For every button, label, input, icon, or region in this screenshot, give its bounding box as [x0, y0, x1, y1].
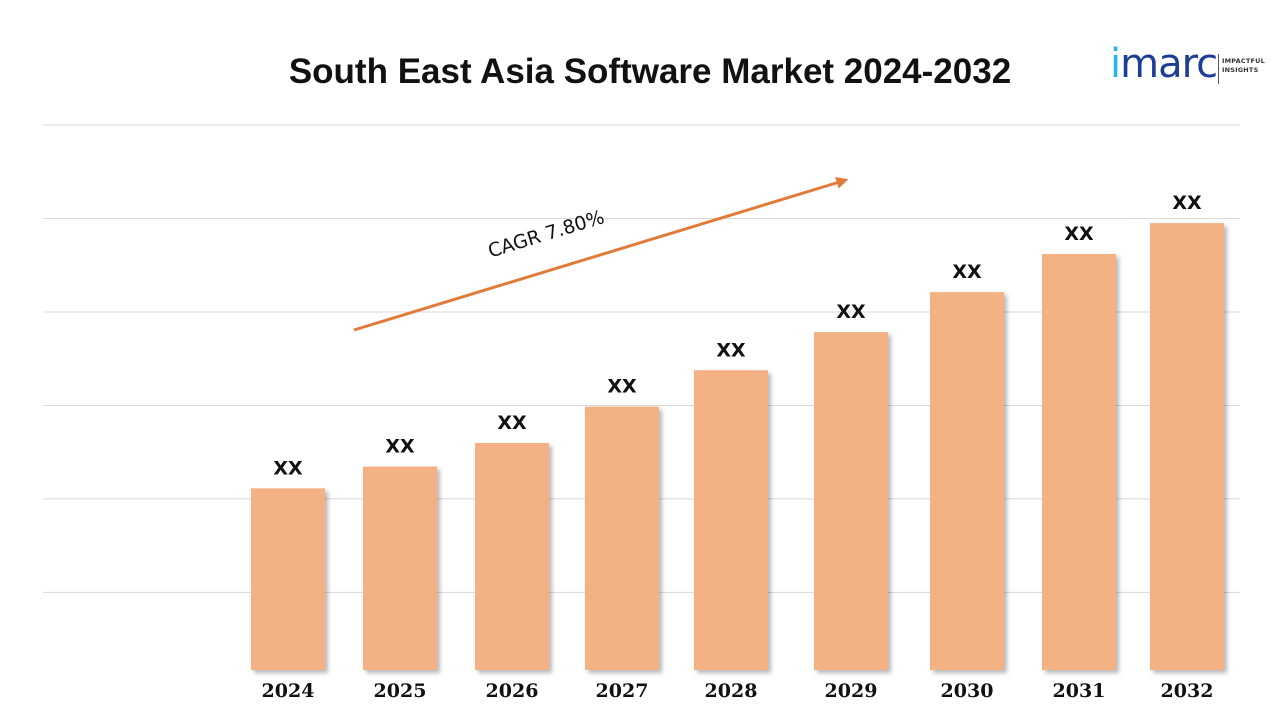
value-label-2032: XX	[1172, 192, 1202, 214]
cagr-trend-arrow	[353, 177, 849, 332]
bar-2024	[251, 488, 325, 670]
value-label-2030: XX	[952, 261, 982, 283]
value-label-2025: XX	[385, 436, 415, 458]
value-label-2024: XX	[273, 457, 303, 479]
value-label-2027: XX	[607, 376, 637, 398]
x-tick-2028: 2028	[705, 680, 758, 702]
chart-title: South East Asia Software Market 2024-203…	[288, 52, 1012, 91]
value-label-2029: XX	[836, 301, 866, 323]
value-label-2026: XX	[497, 412, 527, 434]
x-tick-2032: 2032	[1161, 680, 1214, 702]
value-label-2028: XX	[716, 339, 746, 361]
bar-2031	[1042, 253, 1116, 670]
value-label-2031: XX	[1064, 223, 1094, 245]
x-tick-2031: 2031	[1053, 680, 1106, 702]
logo-wordmark: imarc	[1110, 41, 1218, 87]
bar-2029	[814, 332, 888, 670]
bar-2026	[475, 442, 549, 670]
logo-divider	[1218, 54, 1219, 84]
value-labels: XX XX XX XX XX XX XX XX XX	[273, 192, 1202, 479]
bar-2032	[1150, 223, 1224, 670]
bar-2025	[363, 466, 437, 670]
bar-2030	[930, 292, 1004, 670]
cagr-annotation: CAGR 7.80%	[353, 177, 849, 332]
bar-2028	[694, 370, 768, 670]
x-axis-tick-labels: 2024 2025 2026 2027 2028 2029 2030 2031 2032	[262, 680, 1214, 702]
x-tick-2025: 2025	[374, 680, 427, 702]
cagr-label: CAGR 7.80%	[486, 206, 607, 262]
x-tick-2030: 2030	[941, 680, 994, 702]
x-tick-2027: 2027	[596, 680, 649, 702]
imarc-logo: imarc IMPACTFUL INSIGHTS	[1110, 40, 1265, 92]
bar-2027	[585, 406, 659, 670]
x-tick-2024: 2024	[262, 680, 315, 702]
x-tick-2026: 2026	[486, 680, 539, 702]
logo-tagline: IMPACTFUL INSIGHTS	[1222, 57, 1265, 74]
bars	[251, 223, 1224, 670]
x-tick-2029: 2029	[825, 680, 878, 702]
